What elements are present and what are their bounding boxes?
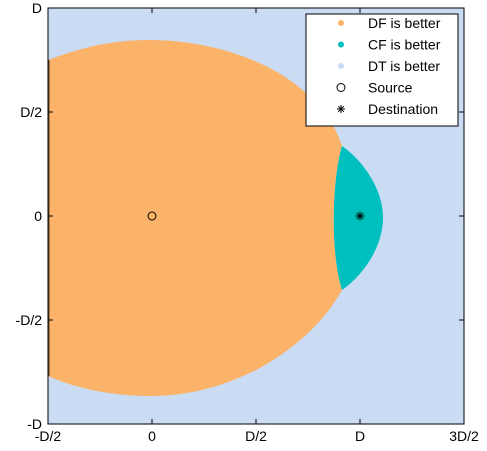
x-tick-label: 3D/2 xyxy=(449,428,479,444)
y-tick-label: -D xyxy=(27,416,42,432)
x-tick-label: 0 xyxy=(148,428,156,444)
legend-box xyxy=(305,13,459,127)
legend-label: Source xyxy=(368,80,413,96)
legend-label: DF is better xyxy=(368,15,441,31)
y-tick-label: -D/2 xyxy=(16,312,43,328)
legend-label: Destination xyxy=(368,101,438,117)
legend-swatch-asterisk xyxy=(337,105,345,113)
legend: DF is better CF is better DT is better Sour… xyxy=(305,13,459,127)
legend-label: CF is better xyxy=(368,37,441,53)
markers xyxy=(147,211,365,221)
source-marker xyxy=(147,211,157,221)
legend-swatch xyxy=(338,20,344,26)
x-tick-label: D/2 xyxy=(245,428,267,444)
y-tick-label: D/2 xyxy=(20,104,42,120)
destination-marker xyxy=(355,211,365,221)
df-region xyxy=(48,40,342,396)
y-tick-label: 0 xyxy=(34,208,42,224)
y-axis: D D/2 0 -D/2 -D xyxy=(16,0,464,432)
x-tick-label: -D/2 xyxy=(35,428,62,444)
x-tick-label: D xyxy=(355,428,365,444)
legend-swatch xyxy=(338,41,344,48)
legend-swatch-circle xyxy=(336,83,346,92)
x-axis: -D/2 0 D/2 D 3D/2 xyxy=(35,8,479,444)
legend-label: DT is better xyxy=(368,58,440,74)
y-tick-label: D xyxy=(32,0,42,16)
legend-swatch xyxy=(338,63,344,69)
